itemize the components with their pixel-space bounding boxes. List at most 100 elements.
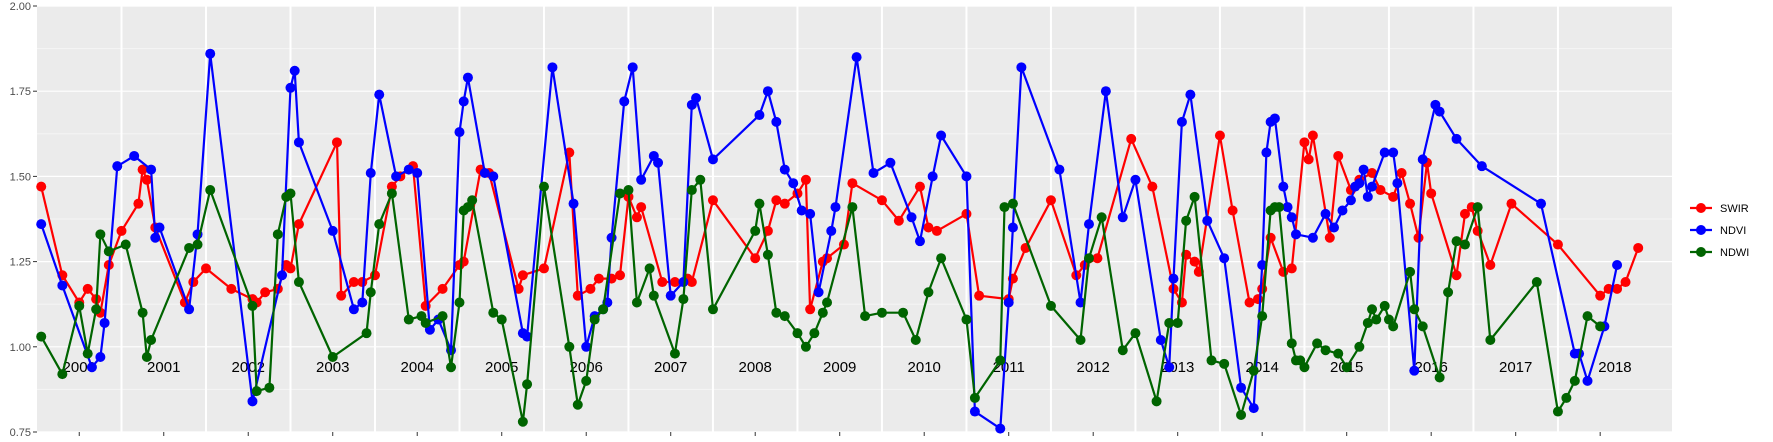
data-point-ndvi (374, 89, 385, 100)
data-point-ndvi (547, 62, 558, 73)
data-point-ndvi (522, 331, 533, 342)
data-point-swir (1485, 260, 1496, 271)
data-point-swir (538, 263, 549, 274)
data-point-ndvi (1130, 174, 1141, 185)
data-point-swir (974, 290, 985, 301)
data-point-swir (285, 263, 296, 274)
data-point-ndwi (809, 328, 820, 339)
data-point-swir (1633, 242, 1644, 253)
data-point-ndwi (1434, 372, 1445, 383)
data-point-ndvi (146, 164, 157, 175)
data-point-ndwi (1582, 311, 1593, 322)
data-point-ndwi (327, 352, 338, 363)
data-point-ndvi (36, 219, 47, 230)
data-point-swir (893, 215, 904, 226)
data-point-ndwi (192, 239, 203, 250)
data-point-swir (1227, 205, 1238, 216)
data-point-ndvi (995, 423, 1006, 434)
data-point-ndwi (999, 202, 1010, 213)
data-point-ndvi (1290, 229, 1301, 240)
data-point-ndvi (826, 225, 837, 236)
data-point-ndvi (289, 65, 300, 76)
data-point-swir (1299, 137, 1310, 148)
data-point-swir (1459, 208, 1470, 219)
data-point-ndwi (386, 188, 397, 199)
data-point-swir (116, 225, 127, 236)
data-point-swir (1147, 181, 1158, 192)
data-point-ndvi (205, 48, 216, 59)
year-label: 2008 (739, 359, 772, 376)
data-point-swir (593, 273, 604, 284)
data-point-swir (336, 290, 347, 301)
data-point-ndvi (1257, 260, 1268, 271)
data-point-ndwi (686, 185, 697, 196)
data-point-ndwi (961, 314, 972, 325)
data-point-ndwi (754, 198, 765, 209)
data-point-ndvi (1168, 273, 1179, 284)
data-point-swir (1333, 150, 1344, 161)
data-point-ndvi (1329, 222, 1340, 233)
data-point-swir (1303, 154, 1314, 165)
data-point-ndwi (522, 379, 533, 390)
data-point-ndwi (146, 334, 157, 345)
data-point-ndwi (1409, 304, 1420, 315)
data-point-ndvi (1117, 212, 1128, 223)
data-point-ndvi (1582, 375, 1593, 386)
data-point-ndwi (120, 239, 131, 250)
data-point-ndvi (1176, 116, 1187, 127)
year-label: 2012 (1077, 359, 1110, 376)
data-point-ndwi (876, 307, 887, 318)
data-point-ndvi (779, 164, 790, 175)
data-point-ndwi (750, 225, 761, 236)
data-point-ndvi (1379, 147, 1390, 158)
data-point-ndwi (1181, 215, 1192, 226)
data-point-ndvi (906, 212, 917, 223)
data-point-ndvi (57, 280, 68, 291)
data-point-ndvi (1434, 106, 1445, 117)
data-point-swir (1552, 239, 1563, 250)
data-point-ndvi (403, 164, 414, 175)
data-point-ndwi (771, 307, 782, 318)
legend-key-point (1696, 203, 1706, 213)
data-point-ndwi (564, 341, 575, 352)
data-point-ndwi (969, 392, 980, 403)
data-point-ndvi (1219, 253, 1230, 264)
data-point-ndwi (707, 304, 718, 315)
data-point-ndwi (923, 287, 934, 298)
data-point-swir (876, 195, 887, 206)
data-point-ndwi (1130, 328, 1141, 339)
data-point-swir (517, 270, 528, 281)
legend-item-ndwi: NDWI (1690, 247, 1749, 259)
data-point-ndwi (800, 341, 811, 352)
data-point-ndwi (1219, 358, 1230, 369)
data-point-swir (1307, 130, 1318, 141)
data-point-swir (137, 164, 148, 175)
year-label: 2006 (570, 359, 603, 376)
data-point-ndwi (1388, 321, 1399, 332)
data-point-ndwi (272, 229, 283, 240)
data-point-ndvi (1417, 154, 1428, 165)
data-point-ndvi (961, 171, 972, 182)
data-point-ndvi (1286, 212, 1297, 223)
data-point-ndwi (648, 290, 659, 301)
data-point-ndvi (1016, 62, 1027, 73)
data-point-ndwi (1443, 287, 1454, 298)
data-point-ndwi (74, 300, 85, 311)
data-point-ndvi (707, 154, 718, 165)
data-point-ndwi (1417, 321, 1428, 332)
data-point-ndvi (813, 287, 824, 298)
data-point-ndwi (57, 369, 68, 380)
data-point-swir (615, 270, 626, 281)
series-layer (36, 48, 1644, 434)
data-point-ndwi (631, 297, 642, 308)
data-point-ndwi (374, 219, 385, 230)
data-point-ndwi (762, 249, 773, 260)
data-point-ndvi (969, 406, 980, 417)
data-point-ndvi (327, 225, 338, 236)
data-point-ndvi (1536, 198, 1547, 209)
data-point-ndvi (568, 198, 579, 209)
data-point-ndvi (247, 396, 258, 407)
data-point-ndvi (1248, 403, 1259, 414)
data-point-ndvi (1451, 133, 1462, 144)
data-point-ndwi (1320, 345, 1331, 356)
